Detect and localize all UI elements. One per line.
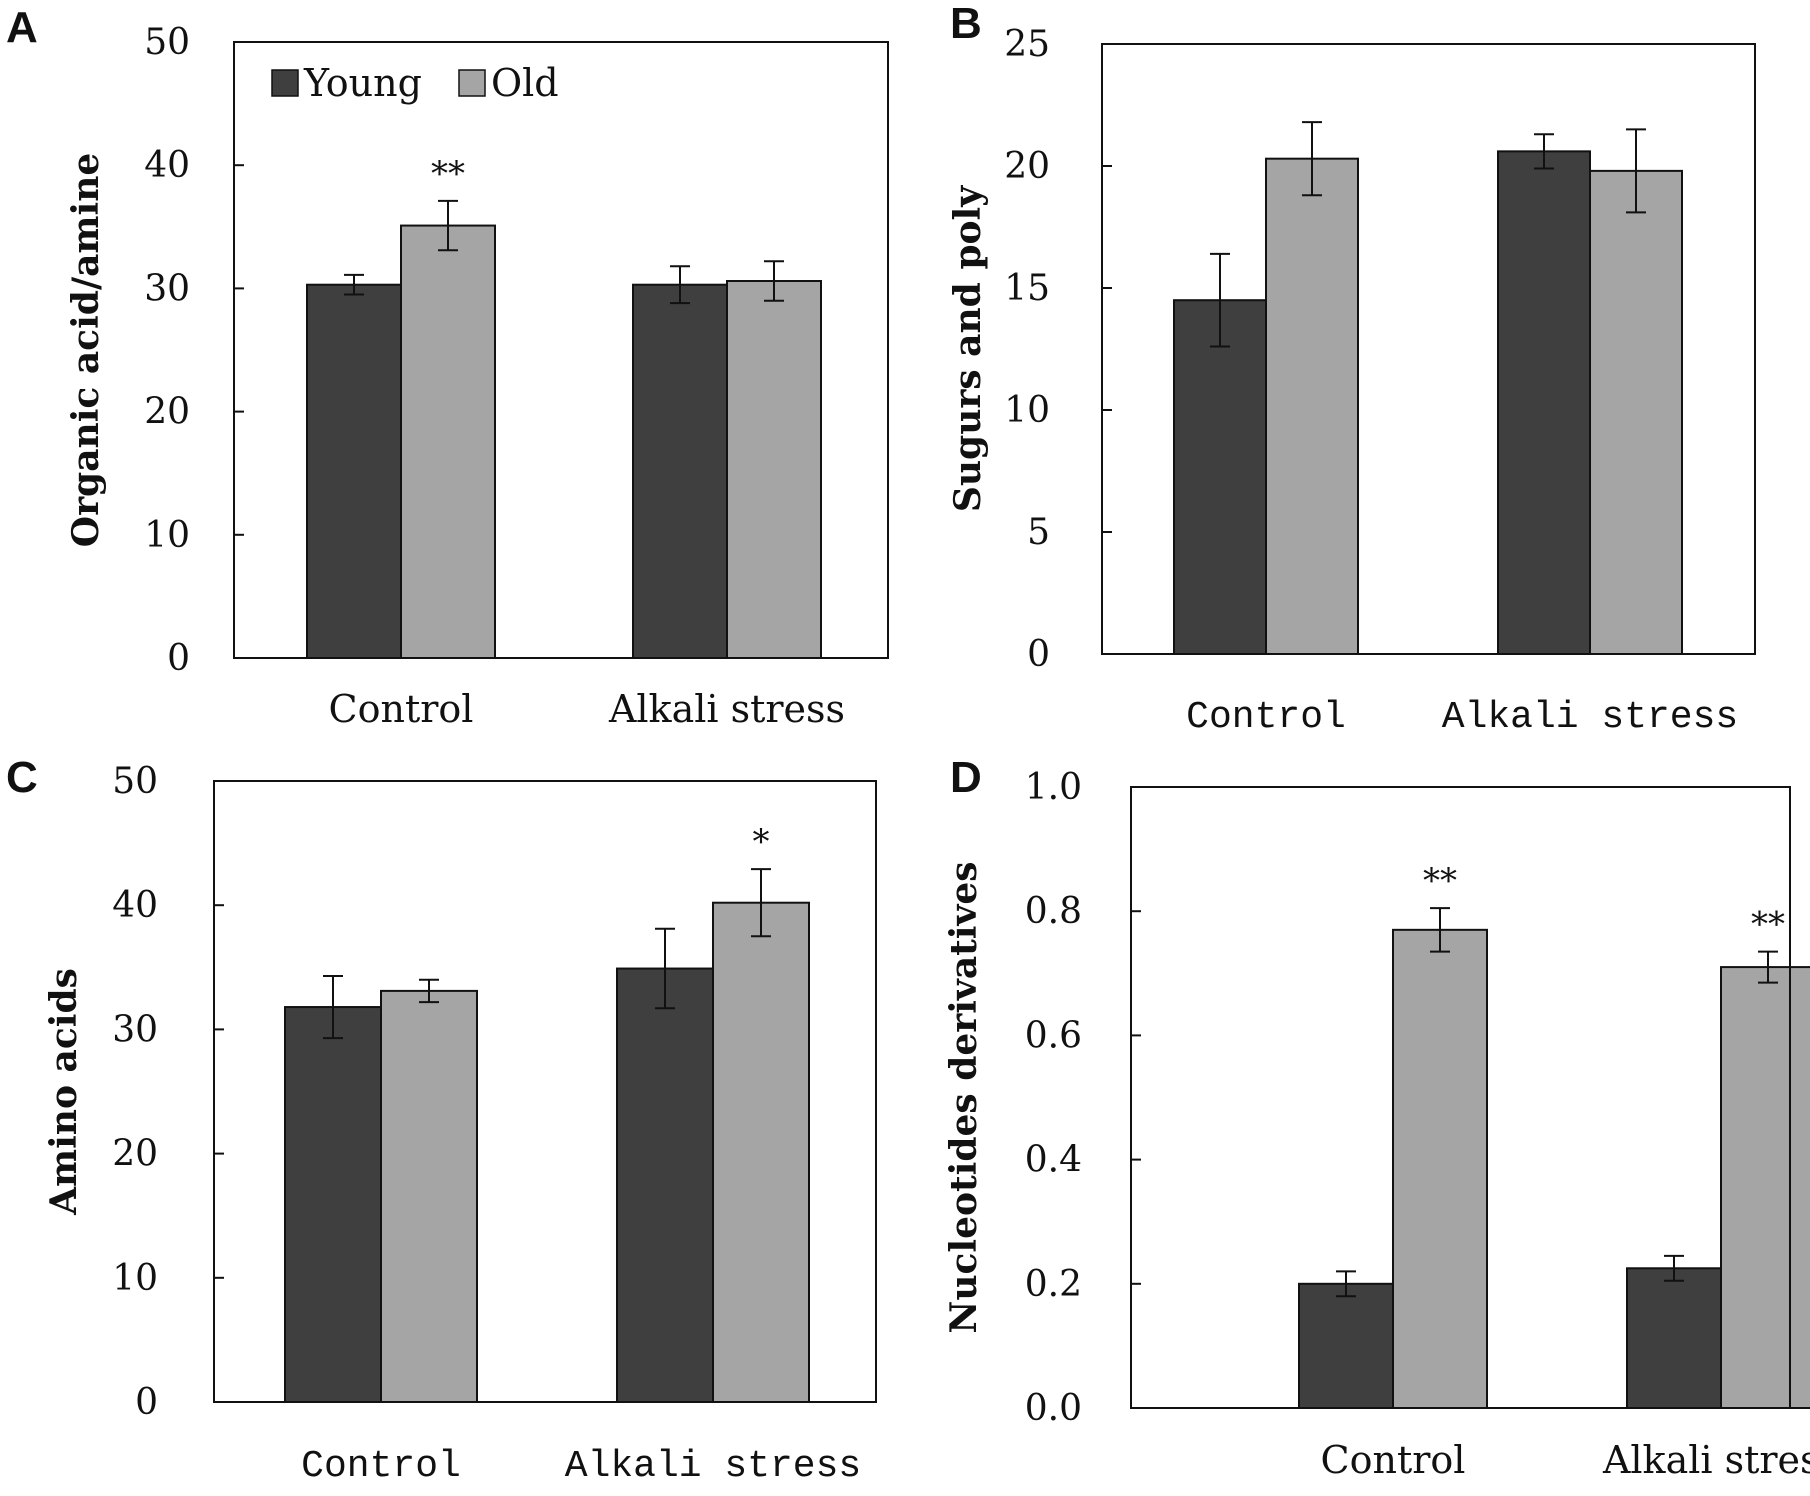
- y-axis-title: Nucleotides derivatives: [943, 861, 985, 1333]
- panel-c: C Control Alkali stress * 0 10 20 30 40 50 Amino a…: [6, 753, 877, 1488]
- y-tick-label: 30: [112, 1009, 158, 1050]
- y-tick-label: 10: [112, 1258, 158, 1299]
- panel-a: A Control Alkali stress ** 0 10 20 30 40 50 Organi…: [6, 3, 889, 731]
- bar-young-alkali-stress: [632, 283, 728, 659]
- bar-old-alkali-stress: [1589, 169, 1683, 655]
- y-axis-title: Organic acid/amine: [65, 153, 107, 548]
- significance-marker: **: [431, 154, 465, 194]
- panel-b: B Control Alkali stress 0 5 10 15 20 25 Sugurs an…: [947, 0, 1756, 739]
- plot-frame: [213, 780, 877, 1403]
- category-label: Control: [1321, 1438, 1466, 1482]
- y-tick-label: 30: [144, 268, 190, 309]
- category-label: Alkali stress: [565, 1445, 861, 1488]
- bar-young-control: [1173, 299, 1267, 655]
- plot-frame: [1130, 786, 1791, 1409]
- significance-marker: **: [1751, 905, 1785, 945]
- category-label: Control: [1186, 696, 1346, 739]
- bar-old-alkali-stress: [712, 901, 810, 1403]
- category-label: Alkali stress: [1602, 1438, 1810, 1482]
- y-tick-label: 40: [144, 145, 190, 186]
- bar-old-control: [380, 989, 478, 1403]
- significance-marker: **: [1423, 861, 1457, 901]
- panel-letter: D: [950, 753, 982, 802]
- panel-letter: C: [6, 753, 38, 802]
- bar-old-control: [1265, 157, 1359, 655]
- bar-young-control: [284, 1006, 382, 1403]
- plot-frame: [1101, 43, 1756, 655]
- y-tick-label: 0.0: [1025, 1388, 1082, 1429]
- legend-swatch-young: [271, 69, 299, 97]
- y-tick-label: 20: [144, 392, 190, 433]
- y-tick-label: 25: [1004, 24, 1050, 65]
- y-tick-label: 5: [1027, 512, 1050, 553]
- y-tick-label: 0.4: [1025, 1140, 1082, 1181]
- y-tick-label: 50: [112, 761, 158, 802]
- y-tick-label: 0.6: [1025, 1015, 1082, 1056]
- bar-young-control: [1298, 1282, 1394, 1410]
- y-axis-title: Sugurs and poly: [947, 185, 989, 512]
- significance-marker: *: [753, 822, 770, 862]
- category-label: Alkali stress: [1442, 696, 1738, 739]
- y-tick-label: 0: [167, 638, 190, 679]
- y-tick-label: 0.8: [1025, 891, 1082, 932]
- y-tick-label: 10: [1004, 390, 1050, 431]
- y-tick-label: 50: [144, 22, 190, 63]
- legend-label-old: Old: [491, 61, 559, 105]
- y-tick-label: 0: [1027, 634, 1050, 675]
- y-tick-label: 10: [144, 515, 190, 556]
- bar-old-alkali-stress: [1720, 966, 1810, 1410]
- bar-old-alkali-stress: [726, 280, 822, 659]
- y-tick-label: 15: [1004, 268, 1050, 309]
- panel-letter: A: [6, 3, 38, 52]
- panel-letter: B: [950, 0, 982, 48]
- bar-young-alkali-stress: [616, 967, 714, 1403]
- legend-label-young: Young: [303, 61, 422, 105]
- legend-swatch-old: [458, 69, 486, 97]
- y-axis-title: Amino acids: [43, 968, 85, 1216]
- bar-old-control: [1392, 928, 1488, 1410]
- y-tick-label: 20: [112, 1134, 158, 1175]
- category-label: Control: [301, 1445, 461, 1488]
- bar-young-alkali-stress: [1497, 150, 1591, 656]
- bar-young-alkali-stress: [1626, 1267, 1722, 1410]
- y-tick-label: 0.2: [1025, 1264, 1082, 1305]
- plot-frame: [233, 41, 889, 659]
- y-tick-label: 40: [112, 885, 158, 926]
- bar-old-control: [400, 224, 496, 659]
- y-tick-label: 20: [1004, 146, 1050, 187]
- bar-young-control: [306, 283, 402, 659]
- category-label: Alkali stress: [608, 687, 845, 731]
- panel-d: D Control Alkali stress ** ** 0.0 0.2 0.4 0.6 0.8…: [943, 753, 1810, 1482]
- y-tick-label: 0: [135, 1382, 158, 1423]
- legend: Young Old: [271, 61, 559, 105]
- y-tick-label: 1.0: [1025, 767, 1082, 808]
- category-label: Control: [329, 687, 474, 731]
